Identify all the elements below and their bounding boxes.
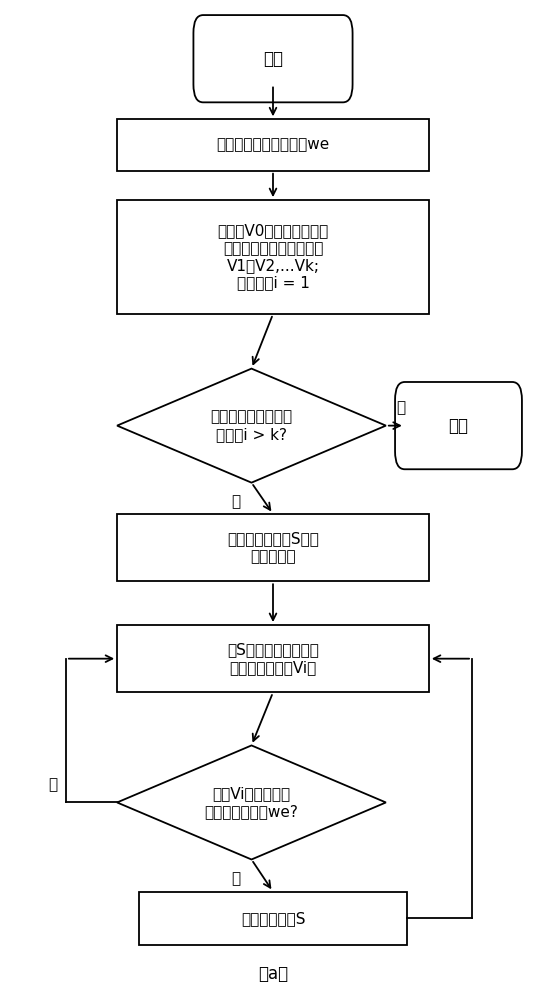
Bar xyxy=(117,200,429,314)
Bar xyxy=(117,119,429,171)
FancyBboxPatch shape xyxy=(193,15,353,102)
Bar xyxy=(139,892,407,945)
Bar xyxy=(117,514,429,581)
Text: 子集Vi是否构造完
成，工作量大于we?: 子集Vi是否构造完 成，工作量大于we? xyxy=(205,786,299,819)
Text: 是: 是 xyxy=(396,400,406,415)
Text: 初始化V0为全集，其余子
集为空，逐个构造空子集
V1，V2,...Vk;
迭代变量i = 1: 初始化V0为全集，其余子 集为空，逐个构造空子集 V1，V2,...Vk; 迭代… xyxy=(217,223,329,291)
Polygon shape xyxy=(117,745,386,859)
FancyBboxPatch shape xyxy=(395,382,522,469)
Text: 计算子图的平均工作量we: 计算子图的平均工作量we xyxy=(216,137,330,152)
Text: （a）: （a） xyxy=(258,965,288,983)
Text: 所有子集是否已构造
完成，i > k?: 所有子集是否已构造 完成，i > k? xyxy=(210,409,293,442)
Text: 开始: 开始 xyxy=(263,50,283,68)
Text: 更新候选集合S: 更新候选集合S xyxy=(241,911,305,926)
Text: 初始化候选集合S为随
机一个节点: 初始化候选集合S为随 机一个节点 xyxy=(227,531,319,564)
Text: 从S中选择增益值最大
的节点加入子集Vi中: 从S中选择增益值最大 的节点加入子集Vi中 xyxy=(227,642,319,675)
Polygon shape xyxy=(117,369,386,483)
Text: 否: 否 xyxy=(231,495,240,510)
Text: 是: 是 xyxy=(48,777,57,792)
Bar xyxy=(117,625,429,692)
Text: 结束: 结束 xyxy=(448,417,468,435)
Text: 否: 否 xyxy=(231,871,240,886)
